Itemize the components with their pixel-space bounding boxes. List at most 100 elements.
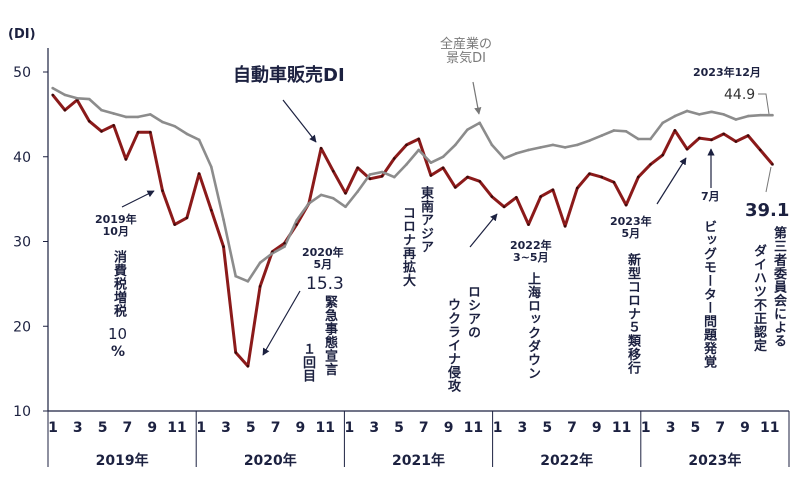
data-point-all-industry — [380, 170, 384, 174]
data-point-all-industry — [673, 114, 677, 118]
data-point-auto-sales — [124, 157, 128, 161]
data-point-auto-sales — [661, 153, 664, 157]
end-date-label: 2023年12月 — [693, 66, 761, 79]
data-point-auto-sales — [149, 130, 152, 134]
data-point-all-industry — [600, 134, 603, 137]
data-point-all-industry — [746, 114, 750, 118]
data-point-all-industry — [527, 148, 530, 152]
sea-text-1: 東南アジア — [418, 186, 433, 254]
class5-date: 2023年 5月 — [610, 215, 652, 241]
covid-text-1: 緊急事態宣言 — [322, 295, 337, 376]
data-point-auto-sales — [734, 140, 738, 143]
data-point-auto-sales — [759, 148, 762, 152]
data-point-auto-sales — [283, 241, 286, 245]
arrow-russia — [469, 213, 498, 248]
data-point-all-industry — [210, 165, 213, 169]
data-point-auto-sales — [502, 205, 506, 209]
data-point-all-industry — [734, 118, 738, 121]
data-point-all-industry — [136, 115, 140, 119]
end-all-value: 44.9 — [724, 87, 756, 103]
data-point-auto-sales — [710, 138, 713, 142]
class5-date-month: 5月 — [621, 227, 641, 241]
data-point-all-industry — [539, 146, 542, 149]
data-point-auto-sales — [685, 147, 689, 151]
x-year-label: 2023年 — [688, 452, 741, 469]
series-line-all-industry — [52, 86, 773, 283]
x-month-label: 1 — [196, 420, 206, 436]
x-month-label: 9 — [147, 420, 157, 436]
data-point-auto-sales — [576, 186, 579, 190]
arrow-all-label — [472, 81, 482, 115]
data-point-auto-sales — [197, 172, 201, 175]
tax-date-month: 10月 — [102, 225, 129, 239]
x-month-label: 11 — [315, 420, 334, 436]
data-point-auto-sales — [527, 223, 530, 226]
data-point-all-industry — [319, 193, 323, 197]
x-year-label: 2022年 — [540, 452, 593, 469]
y-tick-label: 10 — [13, 404, 31, 420]
x-month-label: 7 — [123, 420, 133, 436]
data-point-auto-sales — [344, 191, 347, 195]
data-point-all-industry — [332, 196, 335, 200]
data-point-all-industry — [368, 173, 372, 176]
x-month-label: 3 — [518, 420, 528, 436]
data-point-all-industry — [393, 175, 396, 179]
y-tick-label: 50 — [13, 65, 31, 81]
tax-pct: % — [111, 344, 126, 360]
class5-text: 新型コロナ５類移行 — [625, 253, 640, 375]
x-month-label: 11 — [464, 420, 483, 436]
x-month-label: 5 — [98, 420, 108, 436]
legend-all-industry: 全産業の 景気DI — [440, 37, 492, 67]
data-point-auto-sales — [51, 93, 54, 97]
data-point-auto-sales — [295, 223, 299, 226]
data-point-auto-sales — [490, 195, 494, 198]
data-point-auto-sales — [210, 208, 213, 212]
data-point-all-industry — [685, 109, 689, 113]
x-month-label: 7 — [715, 420, 725, 436]
data-point-auto-sales — [429, 174, 433, 177]
russia-text-2: ウクライナ侵攻 — [445, 298, 460, 393]
bm-date: 7月 — [701, 190, 720, 203]
y-tick-label: 20 — [13, 319, 31, 335]
x-month-label: 11 — [167, 420, 186, 436]
data-point-auto-sales — [466, 175, 469, 179]
y-tick-label: 40 — [13, 150, 31, 166]
data-point-all-industry — [502, 157, 506, 160]
daihatsu-text-2: ダイハツ不正認定 — [751, 244, 766, 352]
x-month-label: 7 — [271, 420, 281, 436]
annotation-arrows — [121, 81, 772, 356]
data-point-auto-sales — [515, 196, 518, 199]
data-point-auto-sales — [173, 223, 176, 226]
data-point-all-industry — [515, 152, 518, 155]
data-point-auto-sales — [405, 143, 408, 147]
data-point-auto-sales — [368, 177, 372, 181]
x-month-label: 1 — [48, 420, 58, 436]
data-point-all-industry — [722, 113, 725, 116]
bm-text: ビッグモーター問題発覚 — [701, 220, 716, 369]
data-point-all-industry — [258, 261, 262, 264]
data-point-all-industry — [344, 205, 347, 209]
data-point-all-industry — [576, 143, 579, 147]
y-axis-unit: (DI) — [8, 27, 36, 42]
data-point-all-industry — [88, 97, 91, 101]
data-point-auto-sales — [393, 157, 396, 160]
data-point-all-industry — [161, 120, 164, 124]
data-point-all-industry — [698, 113, 701, 116]
data-point-all-industry — [624, 130, 628, 133]
data-point-all-industry — [222, 218, 225, 221]
data-point-auto-sales — [185, 216, 189, 220]
data-point-auto-sales — [624, 203, 628, 207]
x-month-label: 3 — [666, 420, 676, 436]
data-point-all-industry — [649, 137, 652, 141]
data-point-auto-sales — [88, 119, 91, 123]
x-year-label: 2019年 — [96, 452, 149, 469]
x-month-label: 5 — [542, 420, 552, 436]
data-point-all-industry — [197, 138, 201, 142]
data-point-all-industry — [612, 129, 616, 132]
arrow-tax — [121, 190, 155, 208]
data-point-all-industry — [246, 280, 250, 283]
data-point-auto-sales — [63, 108, 67, 112]
data-point-auto-sales — [319, 146, 323, 150]
data-point-all-industry — [563, 146, 567, 149]
data-point-auto-sales — [612, 180, 616, 184]
